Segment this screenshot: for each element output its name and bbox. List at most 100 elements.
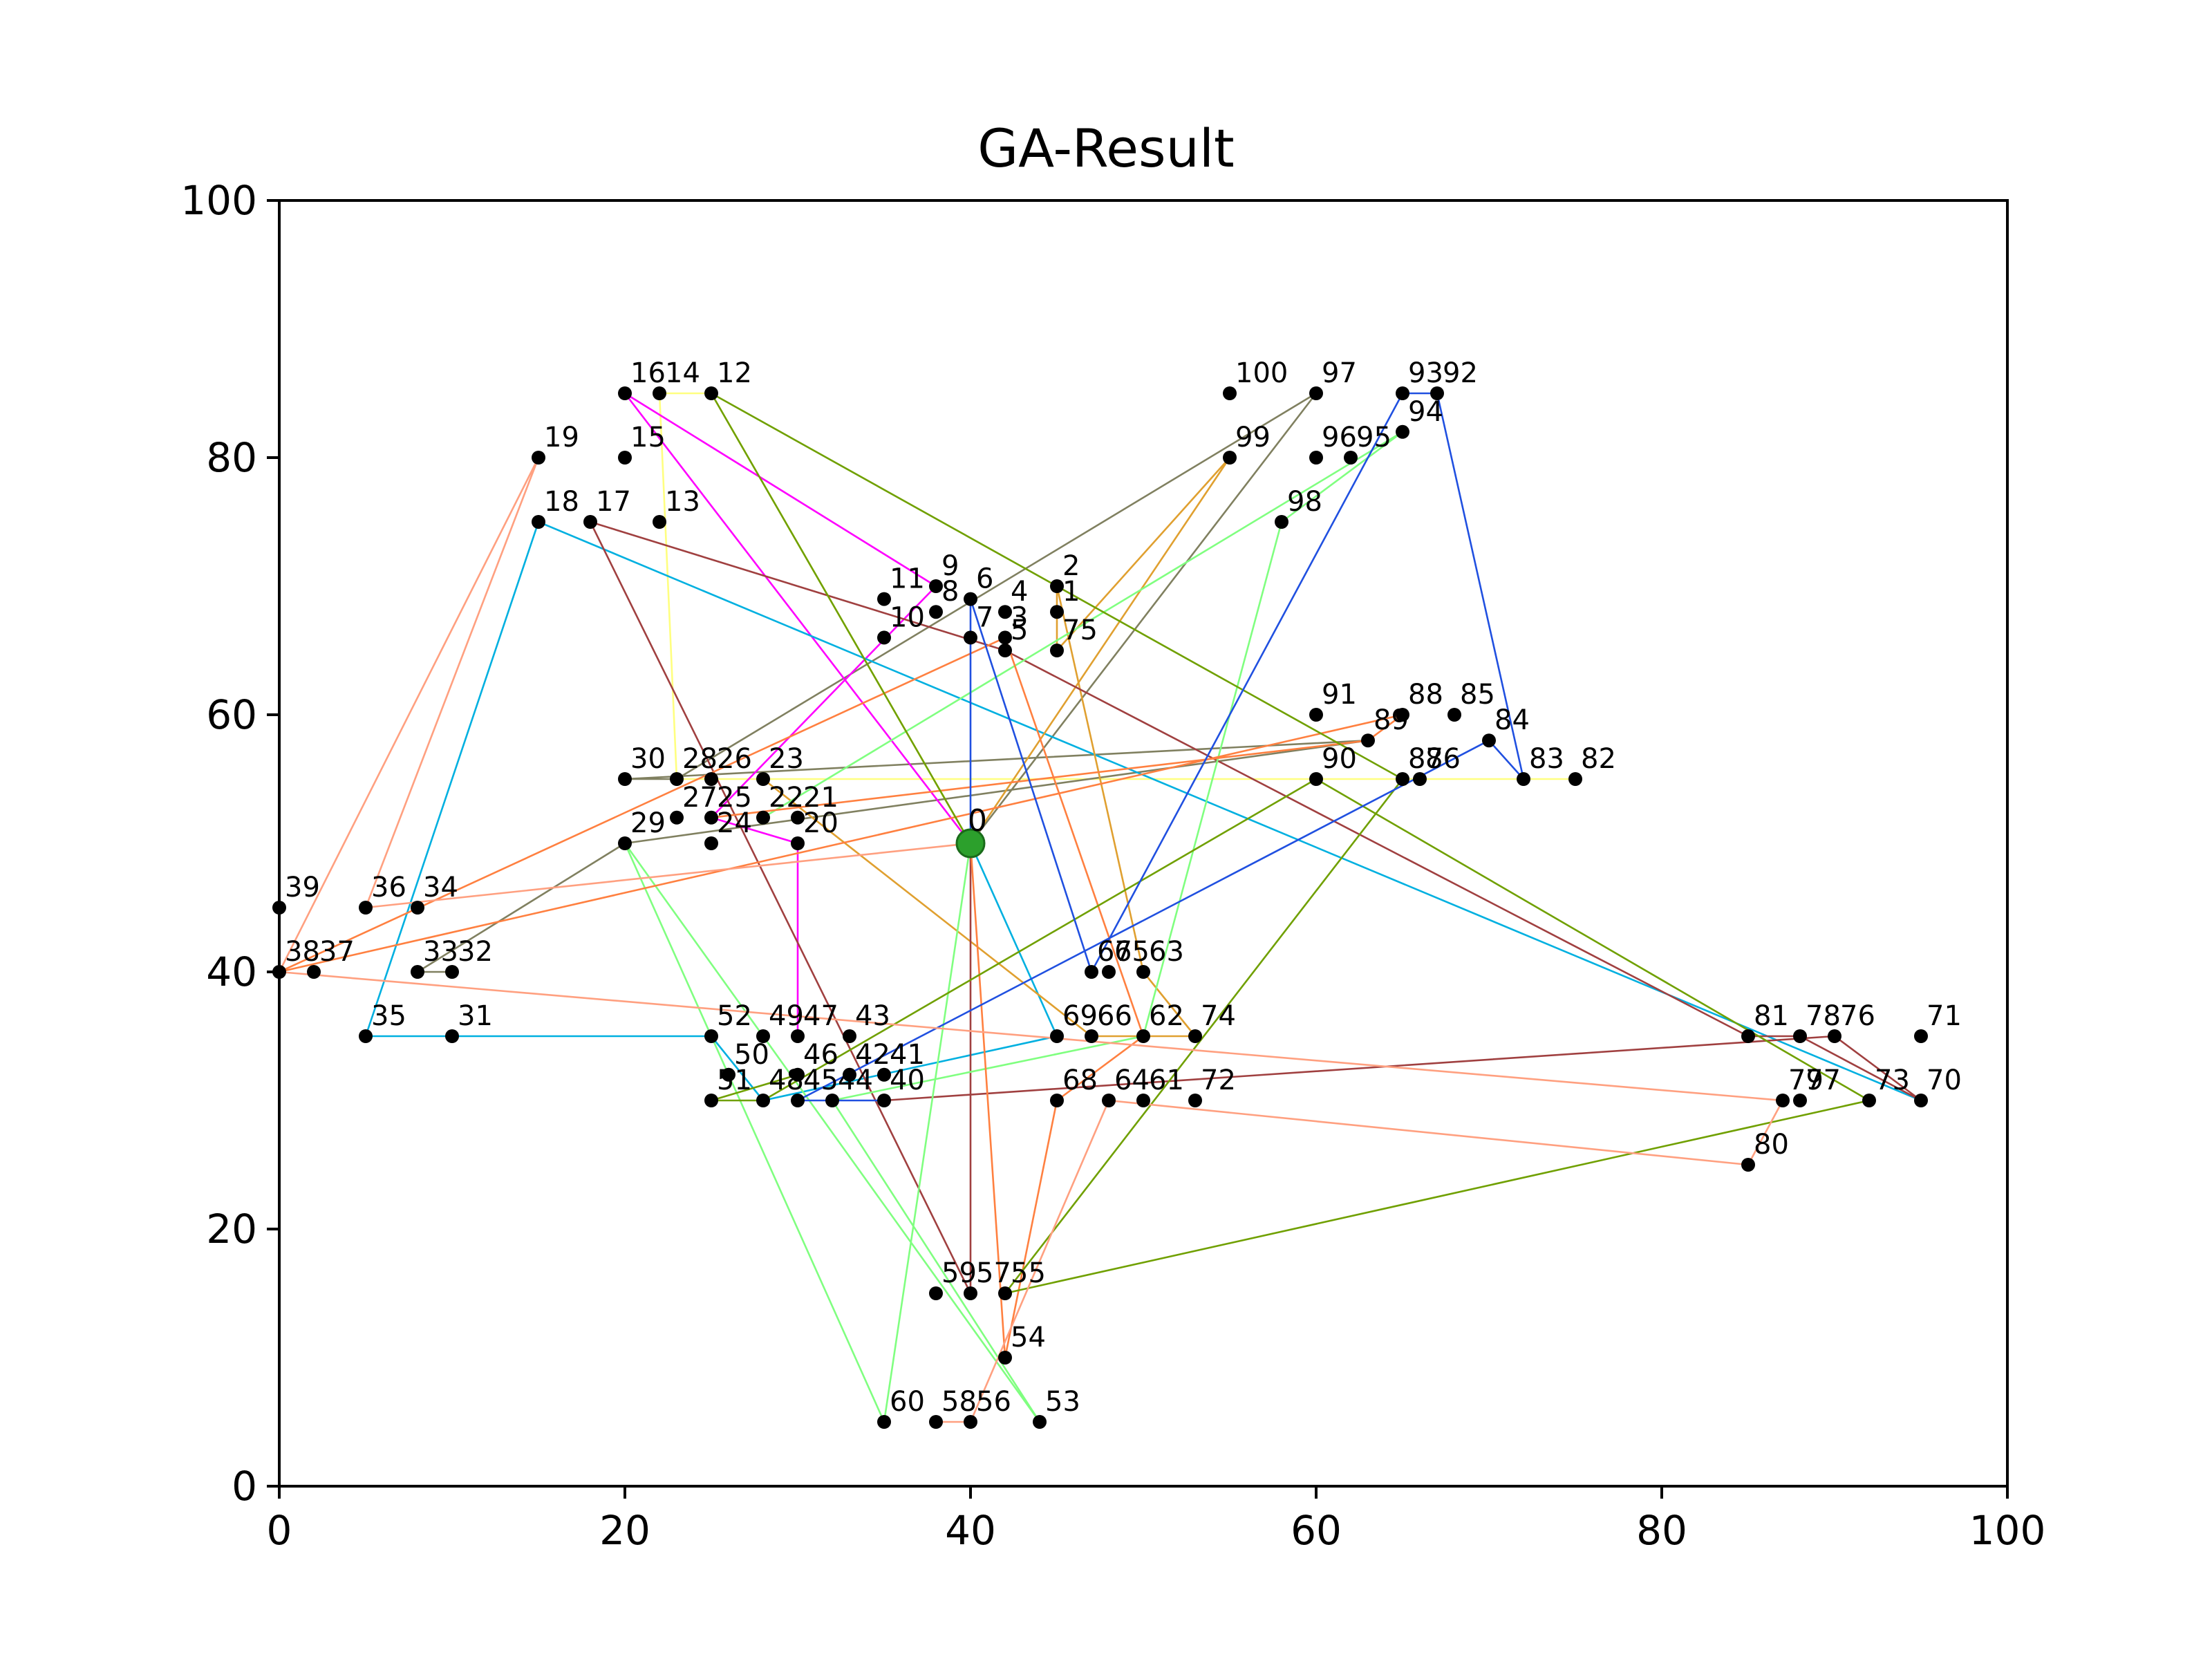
point-label-64: 64 bbox=[1114, 1065, 1150, 1096]
point-label-81: 81 bbox=[1754, 1000, 1789, 1032]
point-label-31: 31 bbox=[458, 1000, 493, 1032]
plot-area-frame bbox=[278, 199, 2009, 1488]
point-label-54: 54 bbox=[1011, 1322, 1046, 1353]
point-labels: 1234567891011121314151617181920212223242… bbox=[285, 357, 1962, 1418]
point-marker-40 bbox=[877, 1094, 891, 1107]
point-marker-57 bbox=[964, 1286, 977, 1300]
point-label-68: 68 bbox=[1062, 1065, 1098, 1096]
point-label-77: 77 bbox=[1806, 1065, 1841, 1096]
point-marker-36 bbox=[359, 901, 373, 915]
route-line-3 bbox=[624, 392, 972, 1036]
point-marker-89 bbox=[1361, 733, 1375, 748]
point-marker-67 bbox=[1085, 965, 1098, 979]
point-label-59: 59 bbox=[941, 1257, 977, 1289]
point-label-15: 15 bbox=[630, 422, 666, 453]
point-marker-34 bbox=[411, 901, 424, 915]
chart-title: GA-Result bbox=[977, 118, 1235, 179]
point-label-80: 80 bbox=[1754, 1129, 1789, 1161]
point-label-78: 78 bbox=[1806, 1000, 1841, 1032]
point-marker-22 bbox=[756, 810, 770, 825]
point-marker-9 bbox=[929, 579, 943, 593]
route-line-10 bbox=[796, 392, 1525, 1102]
point-label-10: 10 bbox=[890, 601, 925, 633]
point-marker-3 bbox=[998, 630, 1012, 645]
point-marker-16 bbox=[618, 386, 632, 400]
point-label-9: 9 bbox=[941, 550, 959, 582]
point-label-56: 56 bbox=[976, 1386, 1011, 1418]
point-label-48: 48 bbox=[769, 1065, 804, 1096]
point-label-95: 95 bbox=[1356, 422, 1391, 453]
point-label-2: 2 bbox=[1062, 550, 1080, 582]
point-label-82: 82 bbox=[1581, 743, 1616, 775]
point-marker-72 bbox=[1188, 1094, 1202, 1107]
point-marker-62 bbox=[1136, 1029, 1150, 1043]
point-label-61: 61 bbox=[1149, 1065, 1184, 1096]
point-label-32: 32 bbox=[458, 936, 493, 968]
point-marker-53 bbox=[1033, 1415, 1047, 1429]
y-tick-label-100: 100 bbox=[180, 177, 257, 224]
point-label-29: 29 bbox=[630, 807, 666, 839]
point-marker-59 bbox=[929, 1286, 943, 1300]
point-marker-14 bbox=[653, 386, 666, 400]
point-marker-13 bbox=[653, 515, 666, 529]
point-label-62: 62 bbox=[1149, 1000, 1184, 1032]
point-marker-51 bbox=[704, 1094, 718, 1107]
point-label-28: 28 bbox=[682, 743, 718, 775]
point-label-7: 7 bbox=[976, 601, 993, 633]
point-label-87: 87 bbox=[1408, 743, 1443, 775]
point-label-86: 86 bbox=[1425, 743, 1461, 775]
point-marker-5 bbox=[998, 644, 1012, 657]
point-label-37: 37 bbox=[319, 936, 355, 968]
point-label-96: 96 bbox=[1322, 422, 1357, 453]
point-label-49: 49 bbox=[769, 1000, 804, 1032]
point-label-17: 17 bbox=[596, 486, 631, 518]
depot-label: 0 bbox=[968, 803, 987, 838]
point-marker-42 bbox=[843, 1067, 856, 1082]
point-marker-96 bbox=[1309, 451, 1323, 465]
point-label-67: 67 bbox=[1097, 936, 1132, 968]
point-marker-83 bbox=[1517, 772, 1530, 786]
point-marker-75 bbox=[1050, 644, 1064, 657]
point-marker-33 bbox=[411, 965, 424, 979]
point-label-41: 41 bbox=[890, 1039, 925, 1071]
point-marker-21 bbox=[791, 810, 805, 825]
point-marker-78 bbox=[1793, 1029, 1807, 1043]
point-marker-63 bbox=[1136, 965, 1150, 979]
x-tick-label-60: 60 bbox=[1291, 1507, 1342, 1554]
point-marker-8 bbox=[929, 605, 943, 619]
point-marker-45 bbox=[791, 1094, 805, 1107]
point-marker-92 bbox=[1430, 386, 1444, 400]
point-label-24: 24 bbox=[717, 807, 752, 839]
point-label-92: 92 bbox=[1443, 357, 1478, 389]
point-marker-68 bbox=[1050, 1094, 1064, 1107]
point-marker-66 bbox=[1085, 1029, 1098, 1043]
point-marker-11 bbox=[877, 592, 891, 606]
point-marker-74 bbox=[1188, 1029, 1202, 1043]
point-marker-65 bbox=[1102, 965, 1116, 979]
point-label-45: 45 bbox=[803, 1065, 838, 1096]
point-label-73: 73 bbox=[1875, 1065, 1910, 1096]
x-tick-label-40: 40 bbox=[945, 1507, 996, 1554]
point-marker-60 bbox=[877, 1415, 891, 1429]
point-marker-61 bbox=[1136, 1094, 1150, 1107]
point-marker-69 bbox=[1050, 1029, 1064, 1043]
point-marker-18 bbox=[532, 515, 545, 529]
point-label-51: 51 bbox=[717, 1065, 752, 1096]
y-tick-label-40: 40 bbox=[206, 948, 257, 995]
x-tick-label-20: 20 bbox=[599, 1507, 650, 1554]
point-marker-58 bbox=[929, 1415, 943, 1429]
point-label-36: 36 bbox=[371, 872, 406, 903]
point-label-13: 13 bbox=[665, 486, 700, 518]
point-marker-23 bbox=[756, 772, 770, 786]
point-marker-95 bbox=[1344, 451, 1358, 465]
point-label-83: 83 bbox=[1529, 743, 1564, 775]
point-marker-24 bbox=[704, 836, 718, 850]
point-label-99: 99 bbox=[1235, 422, 1271, 453]
point-label-75: 75 bbox=[1062, 615, 1098, 646]
point-label-47: 47 bbox=[803, 1000, 838, 1032]
point-label-63: 63 bbox=[1149, 936, 1184, 968]
point-label-6: 6 bbox=[976, 563, 993, 595]
point-marker-90 bbox=[1309, 772, 1323, 786]
point-label-52: 52 bbox=[717, 1000, 752, 1032]
point-label-79: 79 bbox=[1788, 1065, 1824, 1096]
